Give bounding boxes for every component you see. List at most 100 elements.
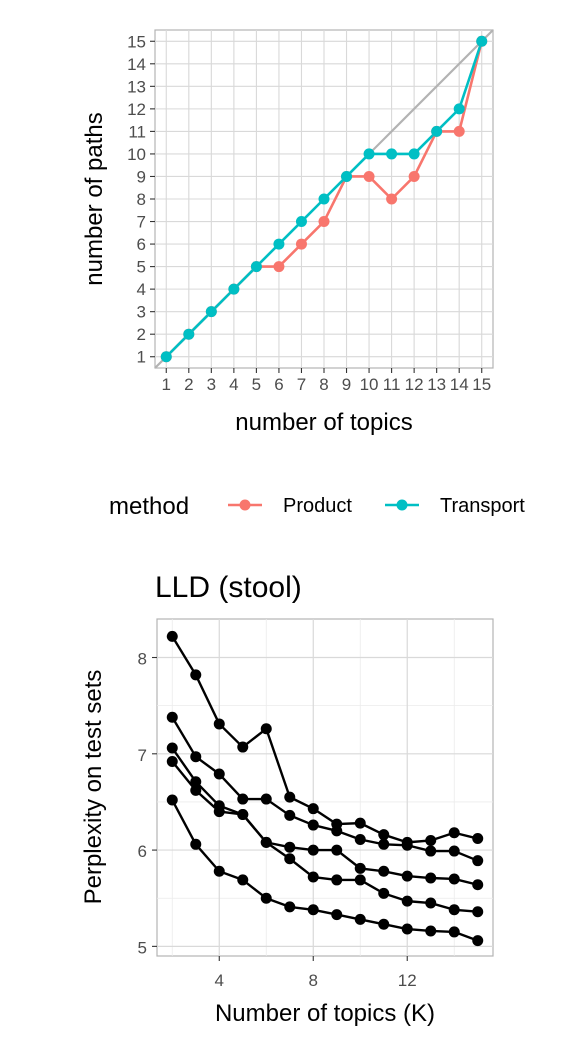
data-point-2: [331, 825, 343, 837]
y-axis-title-1: number of paths: [81, 112, 108, 285]
data-point-transport: [453, 103, 465, 115]
data-point-transport: [408, 148, 420, 160]
chart-title-2: LLD (stool): [155, 571, 302, 604]
series-1: [160, 35, 488, 363]
data-point-2: [425, 845, 437, 857]
data-point-5: [354, 913, 366, 925]
y-tick-label: 14: [127, 55, 146, 74]
x-tick-label: 2: [184, 375, 193, 394]
y-tick-label: 4: [137, 280, 146, 299]
data-point-product: [363, 170, 375, 182]
x-tick-label: 9: [342, 375, 351, 394]
data-point-2: [307, 819, 319, 831]
x-tick-label: 12: [398, 971, 417, 990]
data-point-transport: [250, 261, 262, 273]
y-tick-label: 6: [138, 842, 147, 861]
data-point-3: [401, 870, 413, 882]
data-point-4: [260, 836, 272, 848]
data-point-transport: [273, 238, 285, 250]
data-point-3: [448, 873, 460, 885]
data-point-1: [472, 833, 484, 845]
data-point-3: [354, 862, 366, 874]
data-point-3: [190, 776, 202, 788]
data-point-2: [284, 809, 296, 821]
data-point-5: [448, 926, 460, 938]
data-point-transport: [431, 125, 443, 137]
legend-key-product-point: [239, 499, 251, 511]
data-point-transport: [205, 306, 217, 318]
data-point-5: [284, 901, 296, 913]
data-point-4: [284, 853, 296, 865]
legend-key-transport-point: [396, 499, 408, 511]
y-tick-label: 7: [137, 213, 146, 232]
x-tick-label: 6: [274, 375, 283, 394]
data-point-1: [378, 829, 390, 841]
y-tick-label: 15: [127, 32, 146, 51]
data-point-2: [190, 751, 202, 763]
data-point-2: [166, 711, 178, 723]
data-point-2: [260, 793, 272, 805]
data-point-2: [237, 793, 249, 805]
y-ticks-2: 5 6 7 8: [138, 650, 157, 957]
data-point-transport: [160, 351, 172, 363]
x-axis-title-2: Number of topics (K): [215, 1000, 435, 1027]
x-tick-label: 14: [450, 375, 469, 394]
x-tick-label: 15: [472, 375, 491, 394]
data-point-5: [307, 904, 319, 916]
x-axis-title-1: number of topics: [235, 409, 412, 436]
data-point-5: [378, 918, 390, 930]
data-point-4: [190, 784, 202, 796]
data-point-1: [166, 630, 178, 642]
data-point-transport: [318, 193, 330, 205]
y-tick-label: 9: [137, 167, 146, 186]
x-ticks-1: 1 2 3 4 5 6 7 8 9 10 11 12 13 14 15: [162, 368, 491, 394]
data-point-4: [307, 871, 319, 883]
data-point-transport: [295, 216, 307, 228]
x-tick-label: 11: [383, 375, 401, 394]
x-tick-label: 8: [319, 375, 328, 394]
data-point-4: [331, 874, 343, 886]
data-point-4: [166, 756, 178, 768]
data-point-4: [354, 874, 366, 886]
y-tick-label: 13: [127, 77, 146, 96]
data-point-product: [295, 238, 307, 250]
data-point-3: [425, 872, 437, 884]
paths-vs-topics-chart: 1 2 3 4 5 6 7 8 9 10 11 12 13 14 15 123456789101112131…: [81, 29, 494, 436]
y-tick-label: 8: [138, 650, 147, 669]
series-2: [166, 630, 484, 947]
x-tick-label: 8: [309, 971, 318, 990]
data-point-transport: [386, 148, 398, 160]
data-point-4: [237, 808, 249, 820]
y-axis-title-2: Perplexity on test sets: [80, 670, 107, 905]
data-point-transport: [228, 283, 240, 295]
y-tick-label: 8: [137, 190, 146, 209]
data-point-product: [273, 261, 285, 273]
data-point-product: [408, 170, 420, 182]
data-point-1: [213, 718, 225, 730]
data-point-2: [213, 768, 225, 780]
data-point-transport: [363, 148, 375, 160]
data-point-1: [260, 723, 272, 735]
x-tick-label: 13: [427, 375, 446, 394]
data-point-transport: [341, 170, 353, 182]
legend-title: method: [109, 493, 189, 520]
data-point-product: [386, 193, 398, 205]
data-point-4: [378, 887, 390, 899]
data-point-1: [237, 741, 249, 753]
y-tick-label: 2: [137, 325, 146, 344]
x-tick-label: 4: [215, 971, 224, 990]
perplexity-chart: LLD (stool) 4 8 12 5 6 7 8 Number of topics (…: [80, 571, 494, 1027]
y-tick-label: 6: [137, 235, 146, 254]
data-point-2: [401, 839, 413, 851]
data-point-3: [472, 879, 484, 891]
x-tick-label: 3: [207, 375, 216, 394]
data-point-4: [448, 904, 460, 916]
data-point-transport: [183, 328, 195, 340]
y-tick-label: 5: [137, 258, 146, 277]
y-tick-label: 10: [127, 145, 146, 164]
data-point-1: [307, 803, 319, 815]
data-point-product: [453, 125, 465, 137]
data-point-5: [166, 794, 178, 806]
